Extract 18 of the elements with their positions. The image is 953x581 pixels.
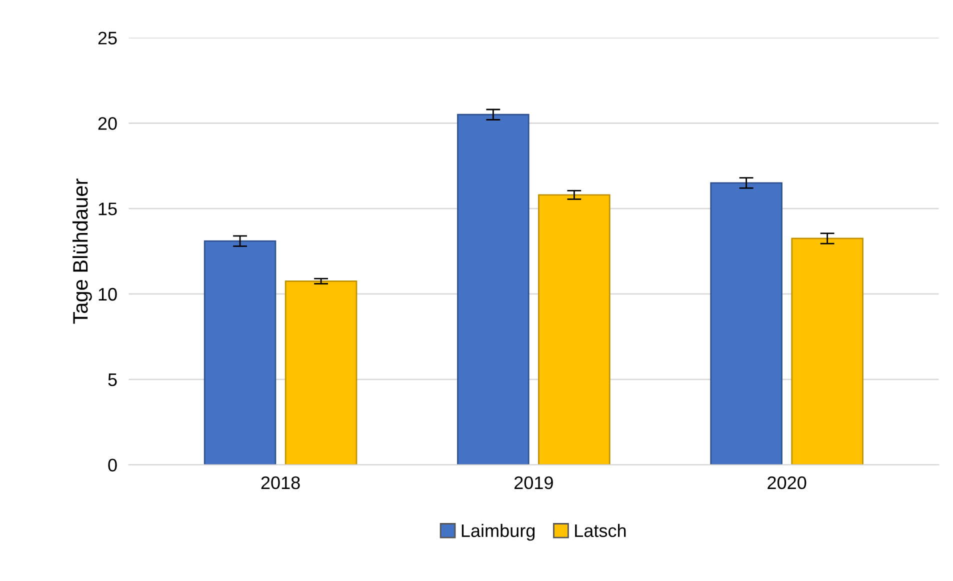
bar xyxy=(457,114,530,465)
y-axis-title: Tage Blühdauer xyxy=(72,178,92,324)
y-tick-label: 5 xyxy=(108,374,117,386)
x-tick-label: 2018 xyxy=(261,476,300,490)
x-tick-label: 2019 xyxy=(514,476,553,490)
legend-label: Laimburg xyxy=(462,524,535,541)
y-tick-label: 0 xyxy=(108,458,117,472)
bar xyxy=(204,240,276,465)
bar xyxy=(538,194,610,465)
bar xyxy=(284,280,358,465)
bar xyxy=(791,238,864,465)
y-tick-label: 10 xyxy=(98,288,117,301)
legend-label: Latsch xyxy=(575,524,626,538)
y-tick-label: 25 xyxy=(98,32,117,44)
y-tick-label: 20 xyxy=(98,117,117,130)
bar xyxy=(710,182,782,465)
x-tick-label: 2020 xyxy=(768,476,806,490)
y-tick-label: 15 xyxy=(98,202,117,216)
